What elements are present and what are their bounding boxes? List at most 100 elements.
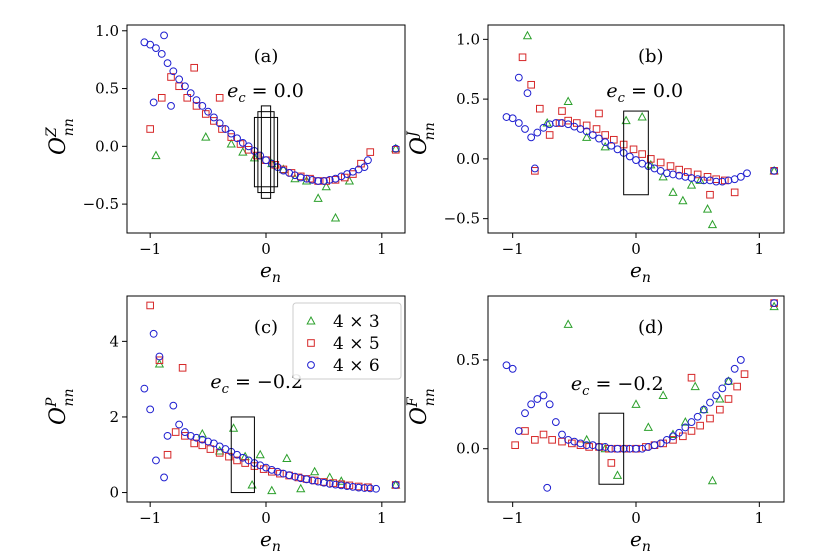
point-triangle xyxy=(686,180,697,189)
point-circle xyxy=(743,169,751,178)
window-box xyxy=(253,116,279,188)
point-square xyxy=(558,107,566,115)
y-axis-label-sub: nn xyxy=(61,388,77,406)
point-triangle xyxy=(563,319,573,328)
point-circle xyxy=(215,119,224,128)
point-circle xyxy=(155,352,164,361)
point-square xyxy=(684,168,692,176)
point-triangle xyxy=(668,187,678,196)
point-circle xyxy=(238,138,247,147)
legend-frame xyxy=(292,302,402,380)
point-triangle xyxy=(680,417,690,426)
point-circle xyxy=(669,432,677,441)
point-circle xyxy=(730,364,739,373)
point-circle xyxy=(325,479,334,488)
point-triangle xyxy=(267,485,277,495)
point-circle xyxy=(267,465,276,474)
point-square xyxy=(716,405,724,414)
legend-label: 4 × 5 xyxy=(333,334,380,354)
point-circle xyxy=(209,113,218,122)
point-circle xyxy=(656,439,665,448)
point-circle xyxy=(314,177,323,185)
annotation: ec = 0.0 xyxy=(227,80,304,106)
point-circle xyxy=(149,98,158,107)
point-triangle xyxy=(668,429,678,439)
point-square xyxy=(244,146,253,154)
x-axis-label-main: e xyxy=(260,258,272,282)
annotation-rhs: = 0.0 xyxy=(246,80,304,102)
y-axis-label-sup: P xyxy=(44,397,60,408)
point-circle xyxy=(192,96,201,105)
x-tick-label: −1 xyxy=(502,509,524,527)
point-square xyxy=(605,444,613,453)
point-square xyxy=(595,109,603,118)
x-tick-label: 0 xyxy=(631,240,641,258)
window-box xyxy=(230,416,255,494)
point-circle xyxy=(169,401,178,410)
point-circle xyxy=(291,472,299,481)
x-tick-label: −1 xyxy=(502,240,524,258)
point-circle xyxy=(163,431,172,440)
x-tick-label: 0 xyxy=(261,509,271,527)
point-circle xyxy=(582,441,591,450)
y-axis-label-sup: F xyxy=(405,396,421,408)
point-square xyxy=(733,382,741,391)
point-square xyxy=(675,165,683,174)
point-triangle xyxy=(612,470,623,479)
point-triangle xyxy=(296,483,306,493)
point-triangle xyxy=(631,399,641,408)
x-axis-label-sub: n xyxy=(272,270,281,286)
point-triangle xyxy=(643,422,653,431)
point-circle xyxy=(267,159,276,168)
point-circle xyxy=(308,175,317,184)
point-circle xyxy=(625,152,634,161)
x-axis-label-main: e xyxy=(260,527,272,551)
point-triangle xyxy=(201,132,211,141)
point-circle xyxy=(391,481,400,489)
point-circle xyxy=(543,483,552,492)
point-circle xyxy=(152,44,160,53)
point-triangle xyxy=(238,147,248,156)
x-tick-label: 0 xyxy=(261,240,271,258)
point-circle xyxy=(320,177,328,185)
point-square xyxy=(656,158,665,167)
y-axis-label-sub: nn xyxy=(61,118,77,136)
y-axis-label-sub: nn xyxy=(422,388,438,406)
annotation-rhs: = −0.2 xyxy=(229,371,303,393)
point-circle xyxy=(770,166,779,175)
point-square xyxy=(518,53,527,62)
y-axis-label: OJnn xyxy=(405,122,438,155)
point-square xyxy=(666,162,675,170)
point-circle xyxy=(279,469,288,478)
point-circle xyxy=(256,151,265,160)
point-circle xyxy=(146,405,155,414)
point-circle xyxy=(140,384,149,393)
x-axis-label: en xyxy=(630,527,651,554)
x-tick-label: 1 xyxy=(755,509,765,527)
point-circle xyxy=(582,127,591,136)
point-square xyxy=(696,421,704,430)
data-points xyxy=(502,299,779,492)
point-square xyxy=(183,94,192,102)
point-circle xyxy=(175,75,184,84)
annotation: ec = −0.2 xyxy=(210,371,303,397)
point-triangle xyxy=(658,390,668,399)
point-circle xyxy=(687,418,696,426)
point-square xyxy=(310,476,319,485)
point-circle xyxy=(558,430,566,439)
legend: 4 × 34 × 54 × 6 xyxy=(292,302,402,380)
point-square xyxy=(693,170,702,179)
point-circle xyxy=(227,129,236,138)
x-tick-label: 1 xyxy=(377,240,387,258)
window-box xyxy=(260,105,272,199)
point-circle xyxy=(163,59,172,68)
point-square xyxy=(592,125,601,133)
legend-marker-circle xyxy=(307,361,315,369)
point-circle xyxy=(343,482,351,491)
point-circle xyxy=(607,444,616,453)
point-square xyxy=(531,436,539,444)
point-square xyxy=(155,356,164,365)
point-circle xyxy=(360,163,369,172)
point-circle xyxy=(302,475,311,484)
